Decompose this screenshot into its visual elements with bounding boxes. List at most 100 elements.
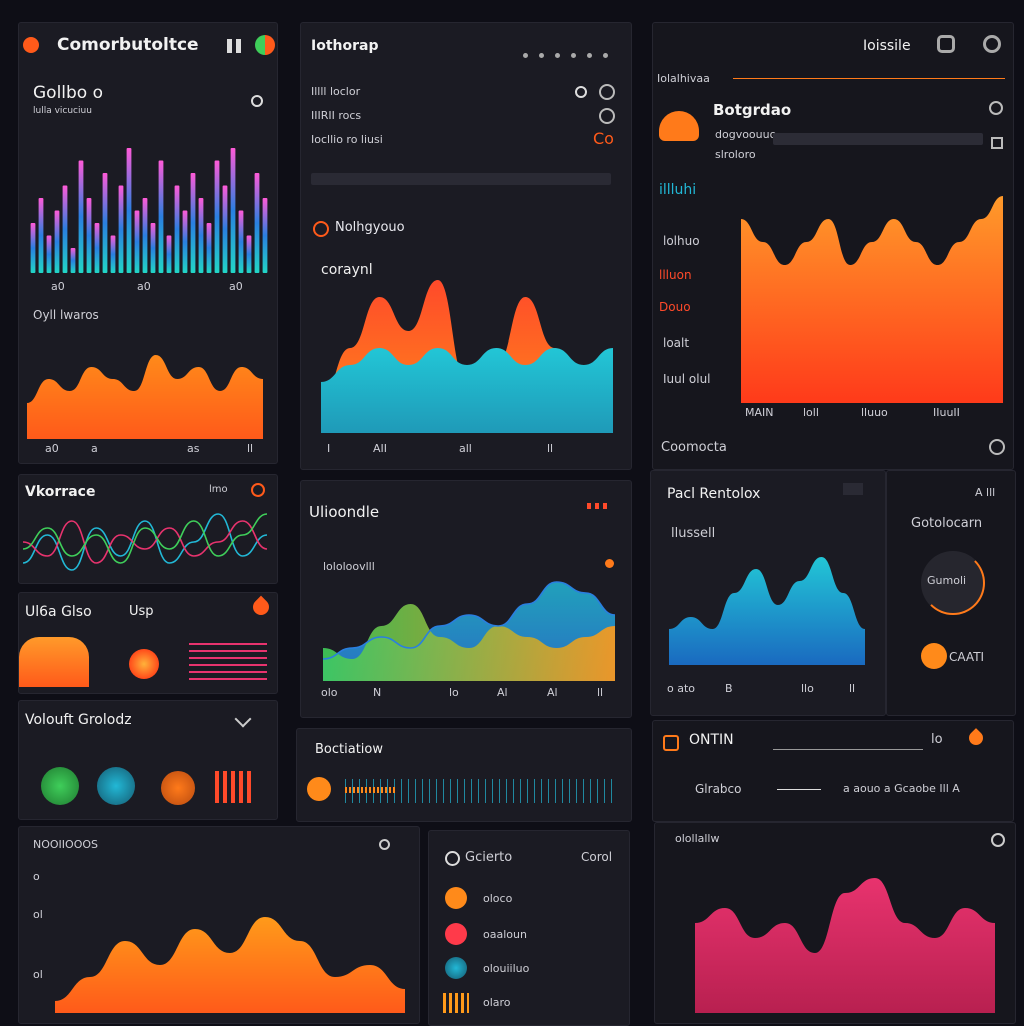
section-header: Gollbo o [33, 83, 104, 103]
panel-color-list: Gcierto Corol oloco oaaloun olouiiluo ol… [428, 830, 630, 1026]
tick-label: AII [373, 442, 388, 455]
tick-label: Al [497, 686, 508, 699]
panel-overlap-chart: Iothorap Illll loclor IIIRII rocs Ioclli… [300, 22, 632, 470]
stacked-area-chart [322, 581, 616, 681]
gauge-ring [921, 551, 985, 615]
bar [126, 148, 132, 273]
list-item[interactable]: olaro [443, 989, 619, 1015]
gauge-label: CAATI [949, 650, 985, 664]
sun-icon [129, 649, 159, 679]
tick-label: lo [449, 686, 459, 699]
settings-icon[interactable] [599, 108, 615, 124]
list-item[interactable]: olouiiluo [443, 955, 619, 981]
side-label: Iuul olul [663, 372, 711, 386]
alert-icon[interactable] [251, 483, 265, 497]
flame-icon[interactable] [249, 595, 273, 619]
tick-label: all [459, 442, 472, 455]
panel-status-row: ONTIN lo Glrabco a aouo a Gcaobe Ill A [652, 720, 1014, 822]
helmet-icon [659, 111, 699, 141]
status-dot-icon[interactable] [255, 35, 275, 55]
profile-icon[interactable] [983, 35, 1001, 53]
bar [230, 148, 236, 273]
gauge-label: Gumoli [927, 574, 967, 587]
panel-title: olollallw [675, 832, 720, 845]
list-item[interactable]: IIIRII rocs [311, 107, 619, 125]
tick-label: ol [33, 908, 43, 921]
list-item[interactable]: oaaloun [443, 921, 619, 947]
area-series [323, 604, 615, 681]
bar [134, 210, 140, 273]
area-chart [27, 355, 263, 439]
multi-line-chart [22, 513, 268, 571]
settings-icon[interactable] [599, 84, 615, 100]
record-icon[interactable] [307, 777, 331, 801]
panel-orange-area: NOOIIOOOS o ol ol [18, 826, 420, 1024]
edit-icon[interactable] [234, 710, 252, 728]
area-series [741, 196, 1003, 403]
tick-label: ll [247, 442, 254, 455]
chart-label: coraynl [321, 262, 373, 278]
overlap-area-chart [321, 280, 613, 433]
bar [46, 235, 52, 273]
list-item[interactable]: Illll loclor [311, 83, 619, 101]
status-dots-icon[interactable] [587, 503, 611, 509]
alert-icon[interactable] [313, 221, 329, 237]
bar [102, 173, 108, 273]
bar [38, 198, 44, 273]
search-icon[interactable] [445, 851, 460, 866]
options-icon[interactable] [379, 839, 390, 850]
bar [254, 173, 260, 273]
chart-subtitle: llussell [671, 526, 716, 541]
tick-label: a0 [229, 280, 243, 293]
section-subheader: slroloro [715, 148, 756, 161]
panel-waveform: Boctiatiow [296, 728, 632, 822]
gauge-orange-icon [161, 771, 195, 805]
dropdown-icon[interactable] [989, 101, 1003, 115]
pause-icon[interactable] [227, 39, 241, 53]
line-series [22, 520, 268, 564]
options-icon[interactable] [251, 95, 263, 107]
panel-title: ONTIN [689, 732, 734, 748]
scrubber-bar[interactable] [311, 173, 611, 185]
info-icon[interactable] [663, 735, 679, 751]
progress-bar[interactable] [345, 787, 395, 793]
divider [773, 749, 923, 750]
menu-icon[interactable] [843, 483, 863, 495]
list-item[interactable]: Iocllio ro liusi Co [311, 129, 619, 151]
section-subheader: dogvoouuo [715, 128, 777, 141]
bar [198, 198, 204, 273]
circle-icon[interactable] [575, 86, 587, 98]
footer-label: Coomocta [661, 440, 727, 455]
expand-icon[interactable] [989, 439, 1005, 455]
legend-label: Oyll lwaros [33, 308, 99, 322]
pink-area-chart [695, 878, 995, 1013]
panel-badge: lo [931, 732, 943, 747]
list-item[interactable]: oloco [443, 885, 619, 911]
line-series [322, 581, 616, 660]
bar [110, 235, 116, 273]
chevron-icon[interactable] [991, 137, 1003, 149]
toolbar-dots[interactable] [523, 43, 619, 62]
panel-badge: A lll [975, 486, 996, 499]
tick-label: Al [547, 686, 558, 699]
flame-icon[interactable] [966, 728, 986, 748]
panel-gauges: Volouft Grolodz [18, 700, 278, 820]
section-label: Iolalhivaa [657, 72, 710, 85]
scrubber-bar[interactable] [773, 133, 983, 145]
panel-title: Ulioondle [309, 503, 380, 521]
panel-radial-gauges: A lll Gotolocarn Gumoli CAATI [886, 470, 1016, 716]
record-icon[interactable] [23, 37, 39, 53]
area-series [321, 348, 613, 433]
tick-label: MAIN [745, 406, 774, 419]
panel-badge: lmo [209, 484, 228, 495]
camera-icon[interactable] [937, 35, 955, 53]
row-value: a aouo a Gcaobe Ill A [843, 782, 960, 795]
marker-icon[interactable] [605, 559, 614, 568]
area-series [695, 878, 995, 1013]
close-icon[interactable] [991, 833, 1005, 847]
tick-label: a0 [45, 442, 59, 455]
tick-label: lluuo [861, 406, 888, 419]
tick-label: a0 [51, 280, 65, 293]
bar [62, 185, 68, 273]
panel-line-chart: Vkorrace lmo [18, 474, 278, 584]
